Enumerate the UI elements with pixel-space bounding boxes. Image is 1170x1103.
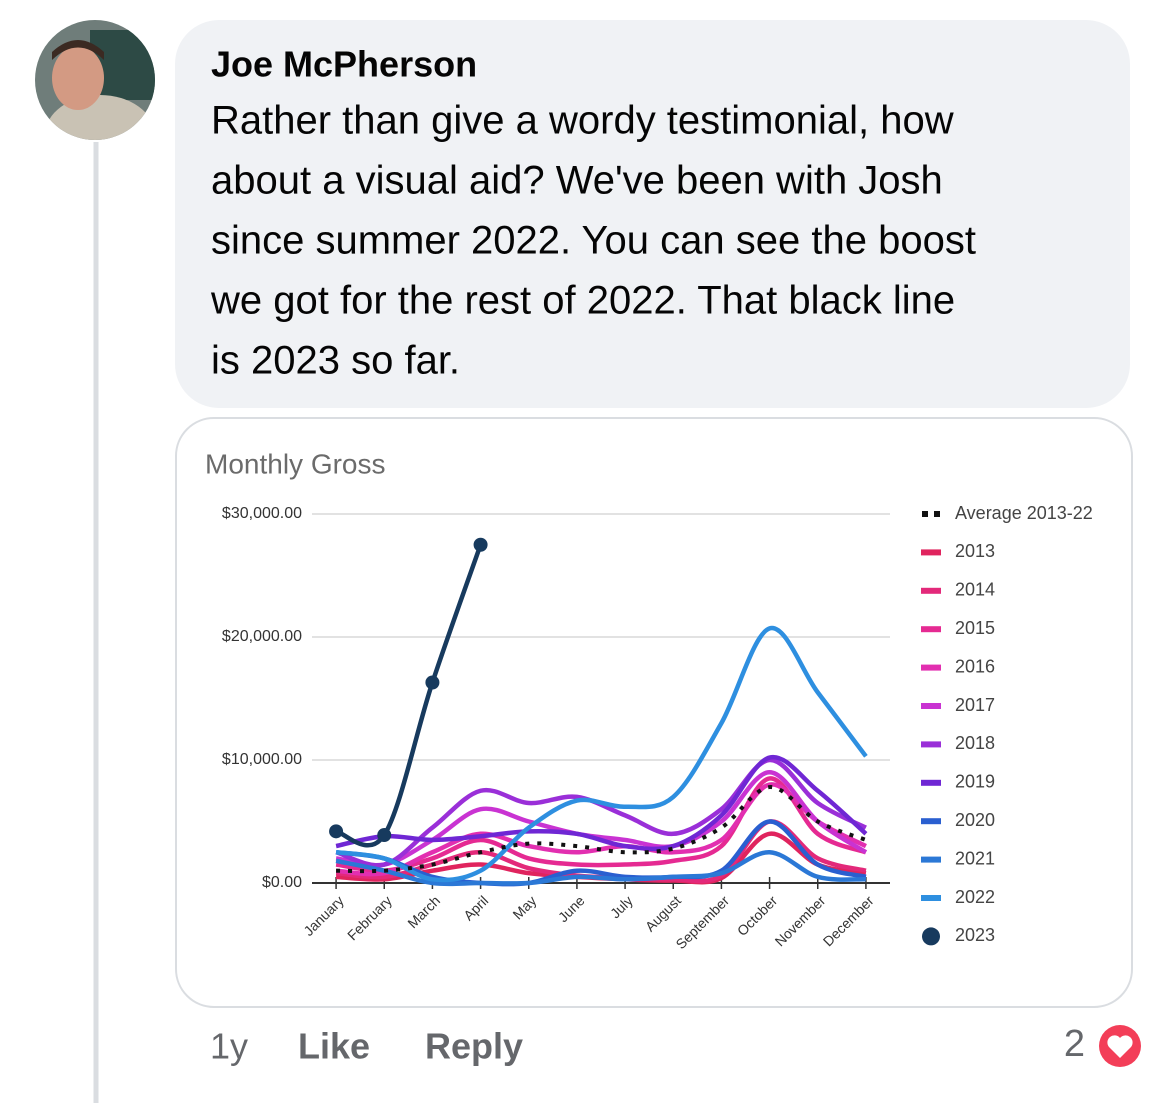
- legend-label: 2016: [955, 656, 995, 676]
- series-line: [335, 626, 868, 883]
- legend-swatch: [921, 779, 941, 786]
- y-tick-label: $10,000.00: [222, 751, 302, 768]
- y-tick-label: $0.00: [262, 874, 302, 891]
- legend-label: 2013: [955, 541, 995, 561]
- data-point: [329, 824, 344, 839]
- legend-swatch: [922, 927, 940, 946]
- legend-label: 2023: [955, 925, 995, 945]
- series-line: [335, 757, 867, 868]
- comment-bubble: [175, 20, 1130, 408]
- legend-label: 2020: [955, 810, 995, 830]
- data-point: [425, 675, 440, 690]
- comment-line: we got for the rest of 2022. That black …: [210, 279, 955, 323]
- series-line: [335, 819, 867, 887]
- series-line: [335, 782, 867, 877]
- legend-swatch: [921, 664, 941, 671]
- comment-line: is 2023 so far.: [211, 339, 460, 383]
- series-line: [335, 754, 868, 852]
- legend-label: Average 2013-22: [955, 503, 1093, 523]
- legend-label: 2014: [955, 580, 995, 600]
- series-line: [335, 776, 867, 874]
- comment-line: about a visual aid? We've been with Josh: [211, 159, 943, 203]
- avatar[interactable]: [35, 20, 160, 175]
- chart-title: Monthly Gross: [205, 448, 386, 479]
- comment-line: since summer 2022. You can see the boost: [211, 219, 976, 263]
- legend-swatch: [921, 895, 941, 901]
- legend-label: 2017: [955, 695, 995, 715]
- legend-label: 2018: [955, 733, 995, 753]
- reaction-count[interactable]: 2: [1064, 1023, 1085, 1065]
- legend-swatch: [934, 511, 940, 517]
- data-point: [377, 828, 392, 843]
- legend-label: 2015: [955, 618, 995, 638]
- legend-swatch: [921, 626, 941, 633]
- y-tick-label: $30,000.00: [222, 505, 302, 522]
- legend-label: 2022: [955, 887, 995, 907]
- legend-swatch: [921, 818, 941, 825]
- legend-label: 2019: [955, 772, 995, 792]
- y-tick-label: $20,000.00: [222, 628, 302, 645]
- comment-body: Rather than give a wordy testimonial, ho…: [210, 99, 976, 383]
- data-point: [473, 537, 488, 552]
- legend-swatch: [921, 587, 941, 594]
- author-name[interactable]: Joe McPherson: [211, 44, 477, 85]
- comment-line: Rather than give a wordy testimonial, ho…: [211, 99, 954, 143]
- love-reaction-icon[interactable]: [1096, 1022, 1144, 1070]
- legend-label: 2021: [955, 848, 995, 868]
- reply-button[interactable]: Reply: [425, 1026, 523, 1067]
- legend-swatch: [921, 856, 941, 863]
- legend-swatch: [921, 741, 941, 748]
- series-line: [335, 544, 483, 848]
- legend-swatch: [921, 549, 941, 556]
- timestamp: 1y: [210, 1026, 248, 1067]
- series-line: [335, 849, 867, 887]
- legend-swatch: [922, 511, 928, 517]
- like-button[interactable]: Like: [298, 1026, 370, 1067]
- legend-swatch: [921, 703, 941, 709]
